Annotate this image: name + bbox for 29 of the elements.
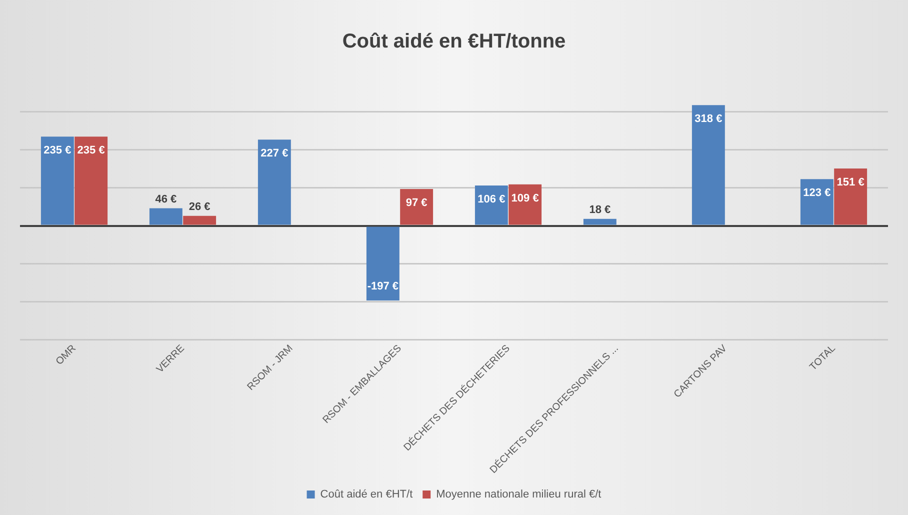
data-label: 97 € <box>406 196 428 209</box>
data-label: 109 € <box>511 192 539 204</box>
bar <box>583 218 616 225</box>
data-label: -197 € <box>367 280 399 293</box>
legend-label: Coût aidé en €HT/t <box>320 488 413 501</box>
bar <box>366 226 400 300</box>
data-label: 46 € <box>155 193 177 206</box>
data-label: 235 € <box>44 144 72 157</box>
data-label: 235 € <box>77 144 105 157</box>
bar <box>692 105 725 225</box>
data-label: 26 € <box>188 200 210 213</box>
data-label: 227 € <box>260 148 288 160</box>
data-label: 123 € <box>803 187 831 200</box>
bar <box>508 184 542 225</box>
legend-label: Moyenne nationale milieu rural €/t <box>436 488 602 501</box>
bar <box>474 186 508 225</box>
data-label: 106 € <box>478 194 506 206</box>
data-label: 318 € <box>694 113 722 126</box>
data-label: 151 € <box>836 176 864 188</box>
bar <box>149 208 182 225</box>
bar <box>40 136 74 225</box>
bar <box>74 136 108 225</box>
data-label: 18 € <box>589 204 611 216</box>
bar <box>183 216 216 225</box>
bar <box>258 140 291 225</box>
chart-title: Coût aidé en €HT/tonne <box>342 30 566 53</box>
bar <box>834 168 868 225</box>
bar <box>400 188 434 225</box>
bar <box>800 179 834 225</box>
